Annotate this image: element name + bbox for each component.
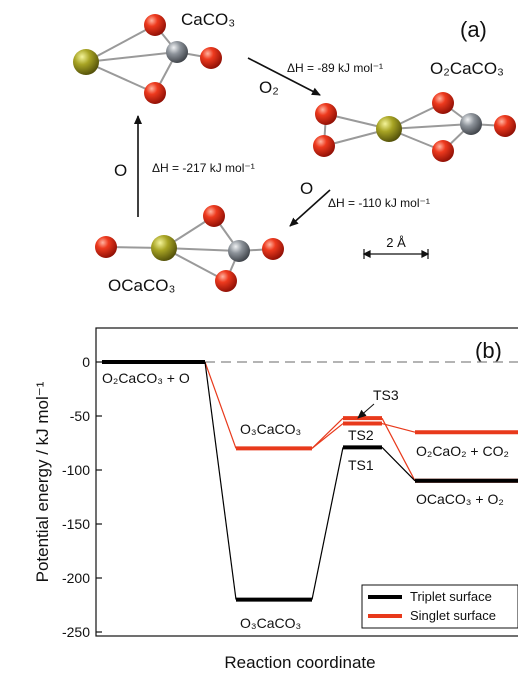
oxygen-atom bbox=[315, 103, 337, 125]
scale-bar bbox=[362, 249, 430, 259]
calcium-atom bbox=[73, 49, 99, 75]
connector-line bbox=[204, 361, 237, 449]
connectors bbox=[204, 361, 416, 600]
oxygen-atom bbox=[215, 270, 237, 292]
connector-line bbox=[381, 446, 416, 482]
oxygen-atom bbox=[144, 82, 166, 104]
connector-line bbox=[311, 447, 344, 600]
level-label-start: O₂CaCO₃ + O bbox=[102, 370, 190, 386]
molecule-ocaco3 bbox=[95, 205, 284, 292]
level-label-o3caco3-singlet: O₃CaCO₃ bbox=[240, 421, 301, 437]
level-label-ts1: TS1 bbox=[348, 457, 374, 473]
arrow-to-ocaco3 bbox=[289, 189, 331, 227]
legend-label-singlet: Singlet surface bbox=[410, 608, 496, 623]
ts3-pointer bbox=[357, 403, 375, 419]
oxygen-atom bbox=[432, 92, 454, 114]
connector-line bbox=[311, 417, 344, 449]
calcium-atom bbox=[376, 116, 402, 142]
oxygen-atom bbox=[262, 238, 284, 260]
panel-b: (b) 0 -50 -100 -150 -200 -250 Potential energ… bbox=[33, 327, 518, 672]
o2caco3-label: O₂CaCO₃ bbox=[430, 59, 504, 78]
oxygen-atom bbox=[203, 205, 225, 227]
carbon-atom bbox=[166, 41, 188, 63]
enthalpy-to-caco3: ΔH = -217 kJ mol⁻¹ bbox=[152, 161, 255, 175]
panel-b-label: (b) bbox=[475, 338, 502, 363]
y-axis-label: Potential energy / kJ mol⁻¹ bbox=[33, 381, 52, 582]
oxygen-atom bbox=[200, 47, 222, 69]
x-axis-label: Reaction coordinate bbox=[224, 653, 375, 672]
panel-a: (a) CaCO₃ ΔH = -89 kJ mol⁻¹ O₂ O₂CaCO₃ bbox=[73, 10, 516, 295]
carbon-atom bbox=[460, 113, 482, 135]
plot-frame bbox=[95, 327, 518, 637]
level-label-o2cao2: O₂CaO₂ + CO₂ bbox=[416, 443, 509, 459]
y-tick-label: -150 bbox=[62, 516, 90, 532]
oxygen-atom bbox=[313, 135, 335, 157]
connector-line bbox=[204, 361, 237, 600]
scale-bar-label: 2 Å bbox=[386, 235, 406, 250]
enthalpy-to-ocaco3: ΔH = -110 kJ mol⁻¹ bbox=[328, 196, 430, 210]
y-tick-label: -200 bbox=[62, 570, 90, 586]
level-label-o3caco3-triplet: O₃CaCO₃ bbox=[240, 615, 301, 631]
reagent-o2: O₂ bbox=[259, 78, 279, 97]
arrow-to-o2caco3 bbox=[247, 57, 321, 96]
energy-levels bbox=[102, 360, 518, 602]
connector-line bbox=[311, 423, 344, 449]
ocaco3-label: OCaCO₃ bbox=[108, 276, 175, 295]
oxygen-atom bbox=[494, 115, 516, 137]
reagent-o-right: O bbox=[300, 179, 313, 198]
caco3-label: CaCO₃ bbox=[181, 10, 235, 29]
legend: Triplet surface Singlet surface bbox=[361, 584, 518, 629]
panel-a-label: (a) bbox=[460, 17, 487, 42]
carbon-atom bbox=[228, 240, 250, 262]
y-tick-label: 0 bbox=[82, 354, 90, 370]
y-tick-label: -100 bbox=[62, 462, 90, 478]
enthalpy-to-o2caco3: ΔH = -89 kJ mol⁻¹ bbox=[287, 61, 383, 75]
oxygen-atom bbox=[144, 14, 166, 36]
y-axis: 0 -50 -100 -150 -200 -250 bbox=[62, 354, 102, 640]
connector-line bbox=[381, 422, 416, 433]
connector-line bbox=[381, 417, 416, 482]
molecule-caco3 bbox=[73, 14, 222, 104]
molecule-o2caco3 bbox=[313, 92, 516, 162]
calcium-atom bbox=[151, 235, 177, 261]
y-tick-label: -250 bbox=[62, 624, 90, 640]
reagent-o-left: O bbox=[114, 161, 127, 180]
level-label-ts3: TS3 bbox=[373, 387, 399, 403]
y-tick-label: -50 bbox=[70, 408, 90, 424]
level-label-ts2: TS2 bbox=[348, 427, 374, 443]
oxygen-atom bbox=[432, 140, 454, 162]
legend-box bbox=[361, 584, 518, 629]
legend-label-triplet: Triplet surface bbox=[410, 589, 492, 604]
level-label-ocaco3: OCaCO₃ + O₂ bbox=[416, 491, 504, 507]
oxygen-atom bbox=[95, 236, 117, 258]
